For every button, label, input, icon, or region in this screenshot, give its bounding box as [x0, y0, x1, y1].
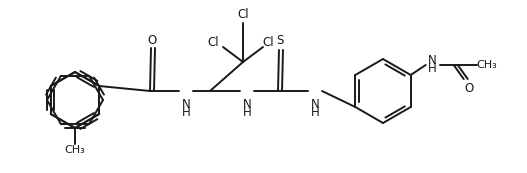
Text: N: N [310, 98, 319, 112]
Text: O: O [148, 34, 157, 47]
Text: H: H [242, 107, 251, 120]
Text: H: H [428, 61, 437, 75]
Text: O: O [464, 83, 473, 95]
Text: Cl: Cl [207, 35, 219, 48]
Text: H: H [182, 107, 190, 120]
Text: N: N [182, 98, 190, 112]
Text: S: S [276, 34, 284, 47]
Text: CH₃: CH₃ [476, 60, 497, 70]
Text: Cl: Cl [262, 35, 274, 48]
Text: Cl: Cl [237, 8, 249, 21]
Text: N: N [242, 98, 251, 112]
Text: N: N [428, 53, 437, 66]
Text: H: H [310, 107, 319, 120]
Text: CH₃: CH₃ [65, 145, 85, 155]
